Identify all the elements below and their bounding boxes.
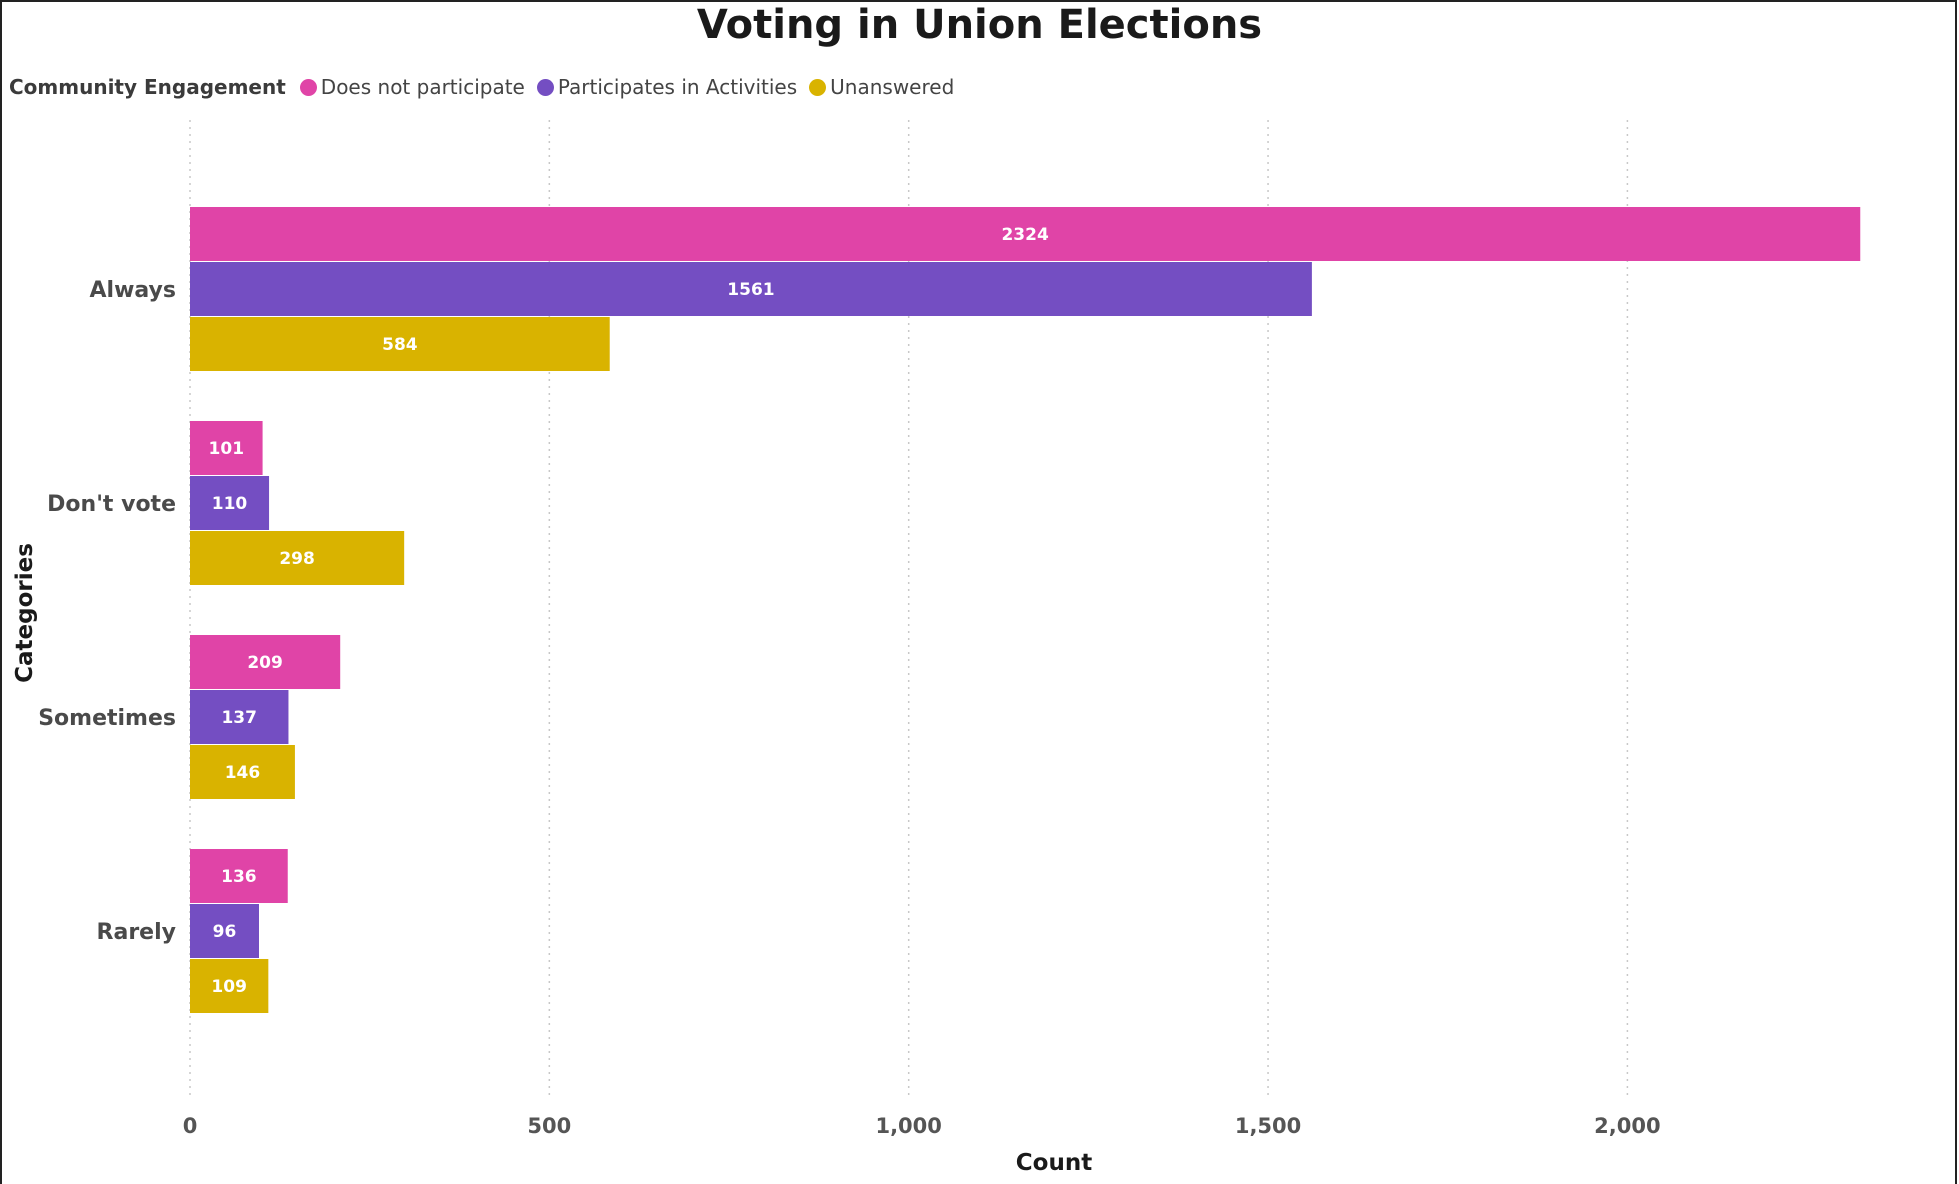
bar-label-always-does-not-participate: 2324 [1001, 225, 1048, 245]
bar-sometimes-unanswered[interactable] [190, 745, 295, 799]
bar-labels: 2324 1561 584 101 110 298 209 137 146 136 96 109 [209, 225, 1049, 997]
legend-label-participates-in-activities: Participates in Activities [557, 75, 798, 99]
legend-item-participates-in-activities[interactable]: Participates in Activities [536, 75, 798, 99]
legend-label-does-not-participate: Does not participate [320, 75, 525, 99]
bar-label-rarely-participates-in-activities: 96 [213, 922, 237, 942]
bars [190, 207, 1861, 1013]
legend-title: Community Engagement [9, 75, 286, 99]
legend-dot-participates-in-activities [536, 78, 554, 96]
category-label-rarely: Rarely [97, 920, 176, 945]
bar-sometimes-does-not-participate[interactable] [190, 635, 341, 689]
bar-always-does-not-participate[interactable] [190, 207, 1861, 261]
bar-label-don-t-vote-participates-in-activities: 110 [212, 494, 248, 514]
bar-don-t-vote-does-not-participate[interactable] [190, 421, 263, 475]
legend-dot-does-not-participate [299, 78, 317, 96]
bar-label-sometimes-participates-in-activities: 137 [221, 708, 257, 728]
bar-always-unanswered[interactable] [190, 317, 610, 371]
x-tick-label-2-000: 2,000 [1594, 1114, 1660, 1138]
category-labels: Always Don't vote Sometimes Rarely [38, 278, 176, 945]
x-tick-label-1-500: 1,500 [1235, 1114, 1301, 1138]
bar-label-rarely-unanswered: 109 [211, 977, 247, 997]
bar-label-always-unanswered: 584 [382, 335, 418, 355]
category-label-don-t-vote: Don't vote [47, 492, 176, 517]
bar-label-rarely-does-not-participate: 136 [221, 867, 257, 887]
bar-always-participates-in-activities[interactable] [190, 262, 1312, 316]
x-tick-label-0: 0 [183, 1114, 198, 1138]
bar-label-sometimes-does-not-participate: 209 [247, 653, 283, 673]
bar-rarely-unanswered[interactable] [190, 959, 269, 1013]
bar-label-sometimes-unanswered: 146 [225, 763, 261, 783]
chart-title: Voting in Union Elections [696, 2, 1263, 48]
legend: Community Engagement Does not participat… [9, 72, 966, 102]
bar-label-don-t-vote-does-not-participate: 101 [209, 439, 245, 459]
bar-don-t-vote-unanswered[interactable] [190, 531, 405, 585]
category-label-sometimes: Sometimes [38, 706, 176, 731]
bar-label-don-t-vote-unanswered: 298 [279, 549, 315, 569]
bar-don-t-vote-participates-in-activities[interactable] [190, 476, 270, 530]
legend-item-unanswered[interactable]: Unanswered [809, 75, 954, 99]
y-axis-label: Categories [12, 543, 38, 683]
legend-item-does-not-participate[interactable]: Does not participate [299, 75, 525, 99]
bar-rarely-participates-in-activities[interactable] [190, 904, 259, 958]
bar-sometimes-participates-in-activities[interactable] [190, 690, 289, 744]
bar-label-always-participates-in-activities: 1561 [727, 280, 774, 300]
gridlines [189, 120, 1629, 1100]
x-tick-labels: 0 500 1,000 1,500 2,000 [183, 1114, 1661, 1138]
x-tick-label-500: 500 [527, 1114, 571, 1138]
x-tick-label-1-000: 1,000 [875, 1114, 941, 1138]
bar-rarely-does-not-participate[interactable] [190, 849, 288, 903]
category-label-always: Always [90, 278, 177, 303]
legend-dot-unanswered [809, 78, 827, 96]
legend-label-unanswered: Unanswered [830, 75, 955, 99]
x-axis-label: Count [1016, 1150, 1092, 1176]
